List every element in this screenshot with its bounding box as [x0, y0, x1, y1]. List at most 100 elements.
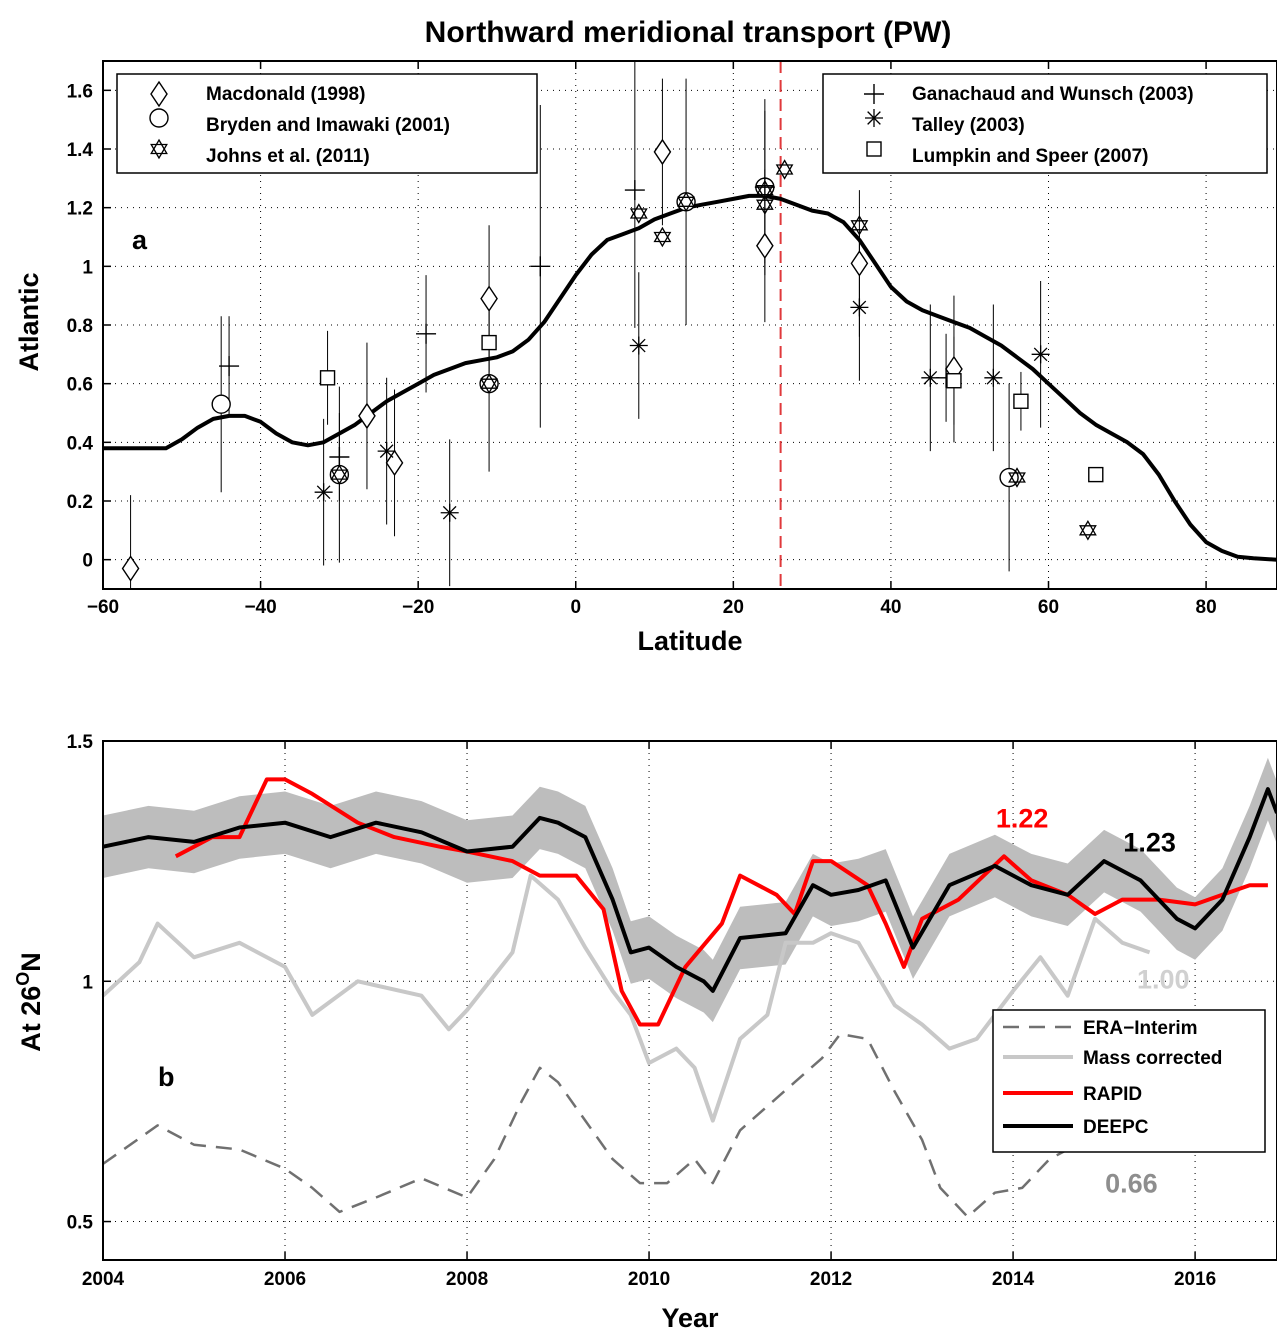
legend-marker-lumpkin: [866, 141, 882, 157]
x-tick-label: 80: [1196, 597, 1217, 618]
diamond-marker: [850, 250, 869, 277]
legend-marker-talley: [865, 109, 883, 127]
circle-marker: [211, 394, 231, 414]
y-tick-label: 0.4: [67, 433, 94, 454]
diamond-marker: [653, 138, 672, 166]
star-marker: [850, 220, 869, 236]
asterisk-marker: [923, 370, 938, 385]
legend-symbol: [150, 80, 168, 108]
y-tick-label: 0.5: [67, 1213, 94, 1234]
x-tick-label: 0: [570, 597, 581, 618]
circle-marker: [676, 192, 696, 212]
panel-a-label: a: [132, 225, 148, 255]
star-marker: [480, 373, 499, 389]
y-tick-label: 1: [82, 972, 93, 993]
legend-symbol: [150, 143, 168, 160]
y-tick-label: 0.8: [67, 316, 93, 337]
diamond-marker: [358, 402, 376, 430]
panel-b-series: [101, 777, 1277, 1219]
y-tick-label: 1: [82, 257, 93, 278]
panel-b-tick-labels: 2004 2006 2008 2010 2012 2014 2016 0.5 1 1.5: [67, 732, 1217, 1290]
x-tick-label: −20: [402, 597, 434, 618]
star-marker: [1078, 520, 1097, 536]
panel-b-frame: [102, 740, 1277, 1261]
star-marker: [775, 159, 794, 175]
legend-right-box: [822, 73, 1268, 174]
x-tick-label: 2012: [810, 1269, 852, 1290]
era-interim-line: [102, 1032, 1078, 1219]
circle-marker: [329, 464, 350, 485]
panel-a-transport-curve: [103, 193, 1277, 562]
panel-b-y-axis-label: At 26ON: [13, 952, 46, 1052]
asterisk-marker: [316, 485, 331, 500]
square-marker: [946, 373, 962, 389]
panel-b-annotations: 1.22 1.23 1.00 0.66: [996, 804, 1190, 1199]
value-annotation: 0.66: [1105, 1169, 1158, 1199]
legend-symbol: [149, 108, 169, 128]
star-marker: [1008, 467, 1026, 483]
asterisk-marker: [986, 370, 1001, 385]
panel-b-label: b: [158, 1062, 175, 1092]
x-tick-label: −40: [244, 597, 276, 618]
deepc-line: [102, 787, 1277, 993]
legend-right: Ganachaud and Wunsch (2003) Talley (2003…: [822, 73, 1268, 174]
panel-a-ticks: [102, 61, 1207, 589]
star-marker: [677, 191, 696, 207]
x-tick-label: −60: [87, 597, 119, 618]
asterisk-marker: [852, 300, 867, 315]
y-tick-label: 1.6: [67, 81, 93, 102]
panel-a-tick-labels: −60 −40 −20 0 20 40 60 80 0 0.2 0.4 0.6 0.8 1 1.2 1.4 1.…: [67, 81, 1217, 618]
legend-label-ganachaud: Ganachaud and Wunsch (2003): [912, 84, 1194, 105]
square-marker: [1013, 393, 1029, 409]
star-marker: [629, 208, 648, 224]
legend-marker-ganachaud: [864, 84, 884, 104]
y-tick-label: 0.2: [67, 492, 93, 513]
panel-a-frame: [102, 60, 1277, 590]
deepc-band: [103, 757, 1277, 1023]
chart-title: Northward meridional transport (PW): [425, 16, 952, 49]
legend-label-talley: Talley (2003): [912, 115, 1025, 136]
y-tick-label: 1.5: [67, 732, 94, 753]
asterisk-marker: [442, 505, 457, 520]
value-annotation: 1.22: [996, 804, 1049, 834]
star-marker: [1008, 472, 1026, 488]
panel-a-observations: [121, 61, 1104, 589]
legend-label-rapid: RAPID: [1083, 1084, 1142, 1105]
legend-label-macdonald: Macdonald (1998): [206, 84, 365, 105]
mass-corrected-line: [101, 873, 1151, 1123]
y-tick-label: 1.4: [67, 140, 94, 161]
panel-a-x-axis-label: Latitude: [638, 626, 743, 656]
legend-label-era-interim: ERA−Interim: [1083, 1018, 1198, 1039]
panel-a-y-axis-label: Atlantic: [14, 272, 44, 371]
transport-curve: [103, 193, 1277, 562]
asterisk-marker: [379, 444, 394, 458]
square-marker: [481, 334, 497, 351]
legend-symbol: [150, 138, 168, 155]
legend-marker-bryden: [149, 108, 169, 128]
rapid-line: [174, 777, 1268, 1027]
legend-label-deepc: DEEPC: [1083, 1117, 1149, 1138]
square-marker: [319, 370, 336, 386]
x-tick-label: 60: [1038, 597, 1059, 618]
star-marker: [330, 469, 349, 485]
star-marker: [653, 226, 672, 243]
x-tick-label: 20: [723, 597, 744, 618]
y-tick-label: 0: [82, 551, 93, 572]
x-tick-label: 2016: [1174, 1269, 1216, 1290]
star-marker: [330, 464, 349, 480]
asterisk-marker: [631, 338, 646, 353]
star-marker: [480, 378, 499, 394]
diamond-marker: [385, 449, 404, 477]
legend-label-mass-corrected: Mass corrected: [1083, 1048, 1222, 1069]
star-marker: [677, 196, 696, 213]
y-tick-label: 0.6: [67, 375, 93, 396]
value-annotation: 1.23: [1123, 828, 1176, 858]
x-tick-label: 2010: [628, 1269, 670, 1290]
legend-b-box: [992, 1009, 1266, 1153]
legend-marker-johns: [150, 138, 168, 160]
legend-label-lumpkin: Lumpkin and Speer (2007): [912, 146, 1149, 167]
legend-left: Macdonald (1998) Bryden and Imawaki (200…: [116, 73, 538, 174]
x-tick-label: 2004: [82, 1269, 125, 1290]
value-annotation: 1.00: [1137, 964, 1190, 994]
star-marker: [850, 215, 869, 231]
